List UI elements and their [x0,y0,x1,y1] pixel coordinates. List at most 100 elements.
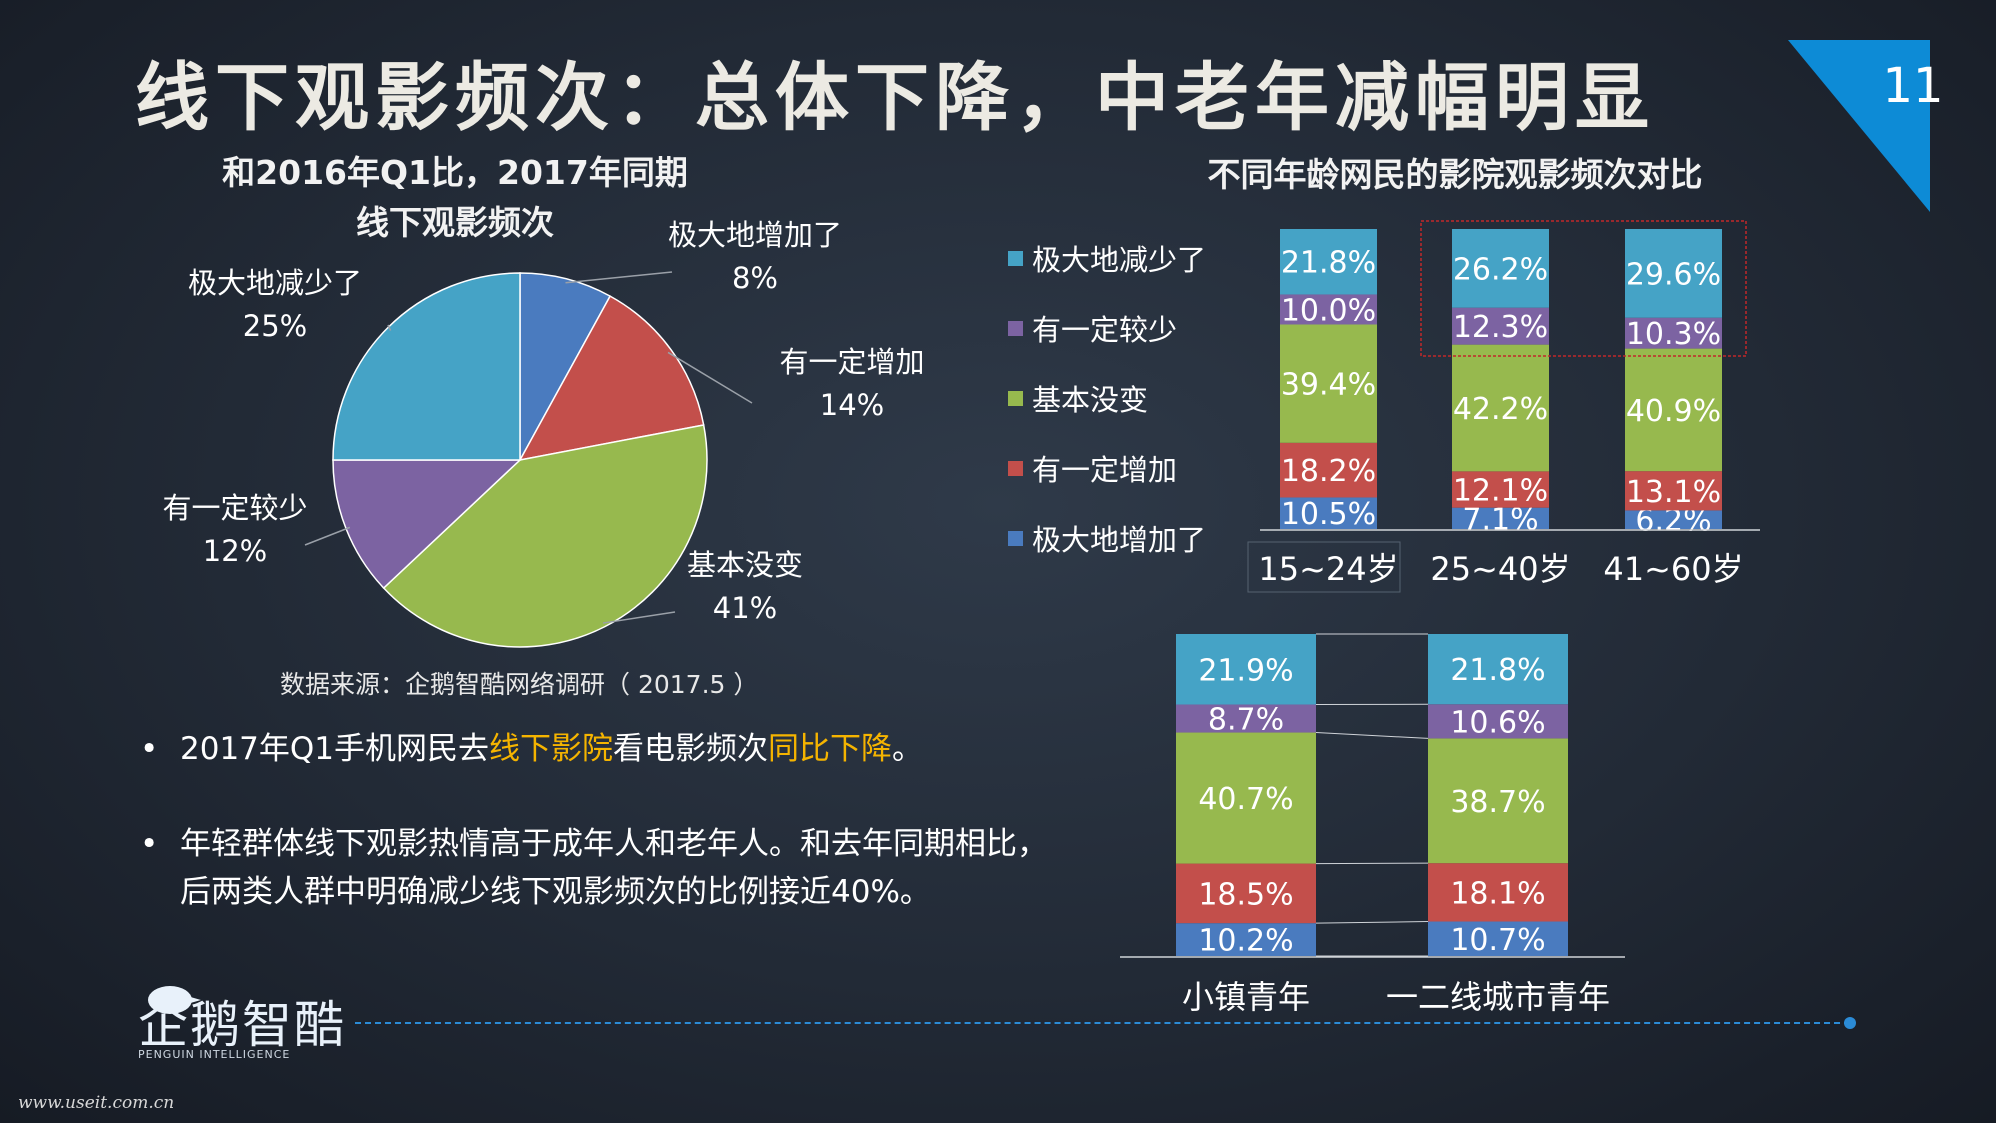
pie-chart-title: 和2016年Q1比，2017年同期 线下观影频次 [130,148,780,248]
legend-item: 有一定增加 [1008,433,1206,503]
pie-slice-label: 有一定较少 [162,491,307,525]
bar-segment [1625,317,1722,349]
bullet-dot: • [140,826,159,862]
bar-segment-label: 40.9% [1626,394,1721,429]
legend-label: 极大地增加了 [1032,523,1207,557]
category-tick-label: 一二线城市青年 [1386,978,1610,1016]
bar-segment-label: 10.0% [1281,293,1376,328]
legend-label: 有一定增加 [1032,453,1178,487]
legend-swatch [1008,460,1023,476]
bar-segment [1625,348,1722,472]
category-tick-label: 15~24岁 [1258,550,1398,588]
bar-segment [1428,634,1568,705]
bullet-1-pre: 2017年Q1手机网民去 [180,731,490,767]
bar-segment-label: 10.3% [1626,317,1721,352]
bar-segment [1176,923,1316,956]
pie-slice [332,272,521,461]
pie-slice-value: 8% [732,261,778,295]
bar-segment [1452,307,1549,345]
bar-segment [1176,704,1316,733]
pie-slice-label: 有一定增加 [779,345,924,379]
bar-segment-label: 26.2% [1453,252,1548,287]
bar-segment-label: 21.8% [1450,653,1545,688]
pie-slice-value: 14% [820,388,884,422]
bar-segment-label: 21.8% [1281,246,1376,281]
pie-slice-label: 极大地减少了 [188,266,362,300]
legend-label: 基本没变 [1032,383,1149,417]
bullet-2-text: 年轻群体线下观影热情高于成年人和老年人。和去年同期相比，后两类人群中明确减少线下… [180,826,1048,910]
pie-slice [382,424,708,648]
pie-chart: 极大地增加了 8% 有一定增加 14% 基本没变 41% 有一定较少 12% 极大地减少了 25% [162,218,925,648]
logo-text: 企鹅智酷 [138,996,346,1054]
emphasis-box [1420,220,1747,357]
pie-slice-value: 25% [243,309,307,343]
bar-segment [1452,229,1549,308]
bar-segment-label: 10.2% [1198,924,1293,959]
bar-segment-label: 42.2% [1453,392,1548,427]
category-tick-label: 25~40岁 [1430,550,1570,588]
bar-connector-line [1315,921,1429,924]
bar-segment-label: 18.5% [1198,877,1293,912]
age-stacked-bar-chart: 10.5% 18.2% 39.4% 10.0% 21.8% 15~24岁 7.1%12.1%… [1247,220,1760,593]
legend-swatch [1008,530,1023,546]
bar-segment [1428,863,1568,922]
logo-subtitle: PENGUIN INTELLIGENCE [138,1048,291,1061]
bar-segment-label: 8.7% [1208,703,1284,738]
bar-segment [1625,510,1722,529]
bar-segment-label: 7.1% [1462,502,1538,537]
footer-line-dot [1844,1017,1856,1029]
pie-leader-line [667,351,753,404]
pie-leader-line [304,526,351,546]
penguin-logo-icon [148,986,201,1014]
bar-segment [1176,634,1316,705]
bar-segment [1625,229,1722,318]
bar-segment-label: 10.6% [1450,705,1545,740]
data-source: 数据来源：企鹅智酷网络调研（ 2017.5 ） [280,670,759,699]
bar-segment [1280,294,1377,325]
bar-segment-label: 21.9% [1198,653,1293,688]
bar-segment [1280,497,1377,529]
bar-segment [1176,732,1316,864]
watermark: www.useit.com.cn [18,1093,175,1113]
pie-title-line2: 线下观影频次 [356,203,554,242]
bullet-1-post: 。 [892,731,924,767]
pie-slice-label: 极大地增加了 [668,218,842,252]
bar-legend: 极大地减少了 有一定较少基本没变有一定增加极大地增加了 [1008,223,1206,573]
pie-leader-line [387,324,392,331]
bullet-dot: • [140,731,159,767]
pie-slice-value: 12% [203,534,267,568]
bar-segment-label: 29.6% [1626,257,1721,292]
bar-segment [1280,324,1377,443]
legend-label: 有一定较少 [1032,313,1178,347]
bullet-item-2: • 年轻群体线下观影热情高于成年人和老年人。和去年同期相比，后两类人群中明确减少… [140,820,1060,916]
bar-segment [1625,471,1722,511]
bar-segment-label: 10.7% [1450,923,1545,958]
bullet-1-mid: 看电影频次 [613,731,769,767]
bar-segment-label: 10.5% [1281,497,1376,532]
pie-leader-line [565,271,673,284]
category-highlight-box [1247,541,1401,593]
legend-item: 有一定较少 [1008,293,1206,363]
category-tick-label: 41~60岁 [1603,550,1743,588]
bullet-1-text: 2017年Q1手机网民去线下影院看电影频次同比下降。 [180,725,1060,773]
bar-segment [1280,229,1377,295]
bar-segment-label: 40.7% [1198,782,1293,817]
bar-segment-label: 18.1% [1450,876,1545,911]
legend-label: 极大地减少了 [1032,243,1207,277]
bar-connector-line [1315,732,1429,739]
category-tick-label: 小镇青年 [1182,978,1310,1016]
legend-swatch [1008,320,1023,336]
legend-item: 基本没变 [1008,363,1206,433]
pie-title-line1: 和2016年Q1比，2017年同期 [222,153,688,192]
bar-segment [1452,471,1549,508]
pie-slice-label: 基本没变 [687,548,803,582]
legend-swatch [1008,390,1023,406]
bar-segment [1452,507,1549,529]
bar-segment-label: 18.2% [1281,454,1376,489]
legend-item: 极大地增加了 [1008,503,1206,573]
page-number: 11 [1882,58,1944,114]
legend-swatch [1008,250,1023,266]
footer-dotted-line [355,1022,1850,1024]
bar-segment-label: 38.7% [1450,785,1545,820]
pie-slice [519,272,612,461]
